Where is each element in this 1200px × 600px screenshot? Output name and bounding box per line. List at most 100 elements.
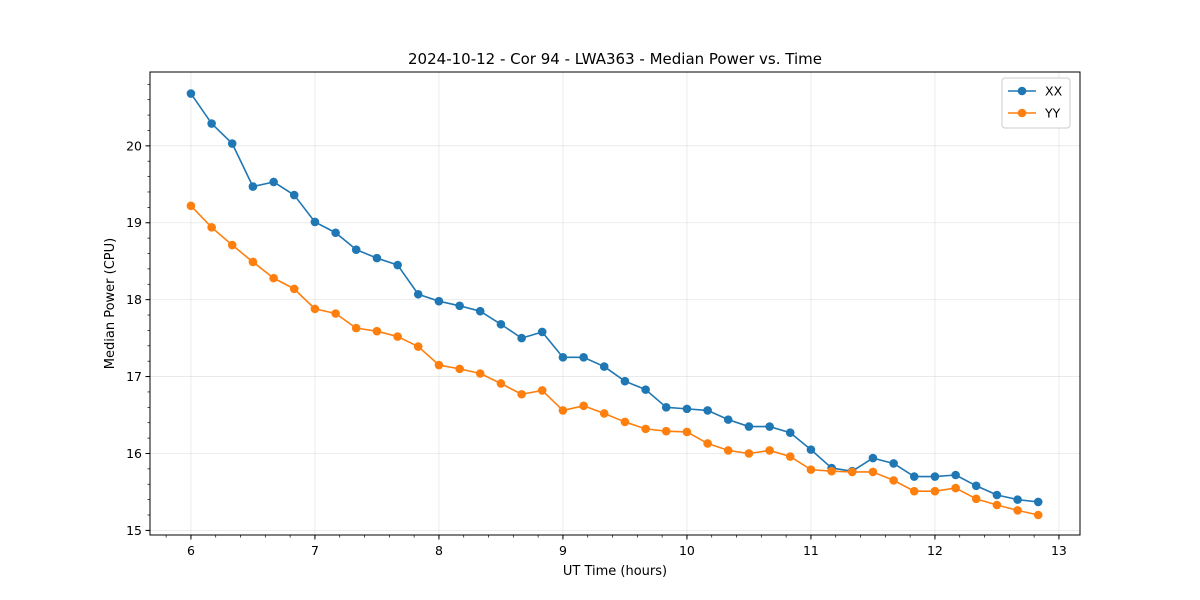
data-point-yy <box>455 364 464 374</box>
data-point-xx <box>889 459 898 468</box>
data-point-xx <box>909 472 919 481</box>
data-point-xx <box>558 353 568 362</box>
data-point-yy <box>641 424 650 434</box>
data-point-yy <box>331 309 340 318</box>
data-point-yy <box>558 406 568 415</box>
data-point-yy <box>227 240 237 250</box>
y-tick-label: 19 <box>126 215 142 230</box>
y-tick-label: 16 <box>126 446 142 461</box>
data-point-yy <box>827 466 836 476</box>
data-point-yy <box>351 323 361 333</box>
data-point-yy <box>496 379 506 388</box>
data-point-yy <box>475 369 485 378</box>
y-axis-label: Median Power (CPU) <box>103 238 118 369</box>
data-point-yy <box>372 326 382 336</box>
data-point-xx <box>475 306 485 316</box>
data-point-yy <box>909 486 919 496</box>
data-point-yy <box>1013 506 1022 515</box>
data-point-xx <box>269 177 278 187</box>
legend-marker-xx <box>1017 86 1027 96</box>
data-point-xx <box>310 217 320 227</box>
data-point-xx <box>1033 497 1043 507</box>
data-point-yy <box>992 500 1002 510</box>
series-layer <box>186 89 1043 520</box>
data-point-xx <box>393 260 402 270</box>
data-point-xx <box>785 428 795 438</box>
data-point-xx <box>641 385 650 394</box>
data-point-xx <box>930 472 940 481</box>
data-point-yy <box>971 494 981 504</box>
data-point-xx <box>951 470 960 480</box>
y-tick-label: 20 <box>126 138 142 153</box>
data-point-yy <box>537 386 547 395</box>
data-point-xx <box>186 89 196 98</box>
data-point-xx <box>744 422 754 431</box>
x-tick-label: 12 <box>927 543 943 558</box>
x-tick-label: 10 <box>679 543 695 558</box>
data-point-yy <box>889 476 898 485</box>
data-point-xx <box>661 403 671 412</box>
data-point-yy <box>930 486 940 496</box>
legend-label-yy: YY <box>1044 106 1061 121</box>
data-point-xx <box>971 481 981 491</box>
y-tick-label: 15 <box>126 523 142 538</box>
data-point-xx <box>413 289 423 299</box>
data-point-xx <box>806 445 816 454</box>
data-point-xx <box>599 362 609 371</box>
data-point-yy <box>599 409 609 418</box>
data-point-yy <box>723 446 733 455</box>
data-point-xx <box>579 353 588 362</box>
data-point-yy <box>186 201 196 211</box>
data-point-xx <box>703 406 712 415</box>
legend-marker-yy <box>1017 108 1027 118</box>
data-point-yy <box>785 452 795 461</box>
data-point-xx <box>351 245 361 254</box>
data-point-yy <box>703 439 712 448</box>
data-point-yy <box>248 257 258 267</box>
x-tick-label: 11 <box>803 543 819 558</box>
data-point-xx <box>517 333 526 343</box>
x-tick-label: 9 <box>559 543 567 558</box>
plot-frame <box>149 71 1081 536</box>
data-point-yy <box>413 342 423 351</box>
data-point-xx <box>455 301 464 311</box>
data-point-yy <box>868 467 878 477</box>
data-point-yy <box>620 417 630 427</box>
data-point-xx <box>868 453 878 463</box>
y-tick-label: 18 <box>126 292 142 307</box>
data-point-xx <box>682 404 692 414</box>
data-point-yy <box>765 446 774 455</box>
x-axis-label: UT Time (hours) <box>563 564 667 579</box>
data-point-yy <box>579 401 588 411</box>
data-point-yy <box>847 467 857 477</box>
data-point-xx <box>331 228 340 238</box>
data-point-xx <box>992 490 1002 500</box>
data-point-xx <box>248 182 258 191</box>
data-point-yy <box>434 360 444 370</box>
data-point-xx <box>207 119 216 128</box>
data-point-xx <box>723 415 733 424</box>
legend-label-xx: XX <box>1045 84 1063 99</box>
data-point-yy <box>806 465 816 474</box>
data-point-xx <box>765 422 774 431</box>
x-tick-label: 13 <box>1051 543 1067 558</box>
data-point-yy <box>289 284 299 294</box>
data-point-yy <box>207 223 216 232</box>
data-point-xx <box>496 319 506 329</box>
series-yy <box>186 201 1043 520</box>
data-point-yy <box>951 483 960 493</box>
y-tick-label: 17 <box>126 369 142 384</box>
data-point-xx <box>289 190 299 200</box>
series-xx <box>186 89 1043 507</box>
data-point-xx <box>434 296 444 306</box>
legend: XX YY <box>1001 77 1071 129</box>
data-point-xx <box>620 376 630 386</box>
data-point-yy <box>393 332 402 341</box>
x-tick-label: 8 <box>435 543 443 558</box>
data-point-xx <box>1013 495 1022 504</box>
data-point-xx <box>537 327 547 337</box>
data-point-xx <box>227 139 237 148</box>
x-tick-label: 7 <box>311 543 319 558</box>
data-point-yy <box>1033 510 1043 520</box>
